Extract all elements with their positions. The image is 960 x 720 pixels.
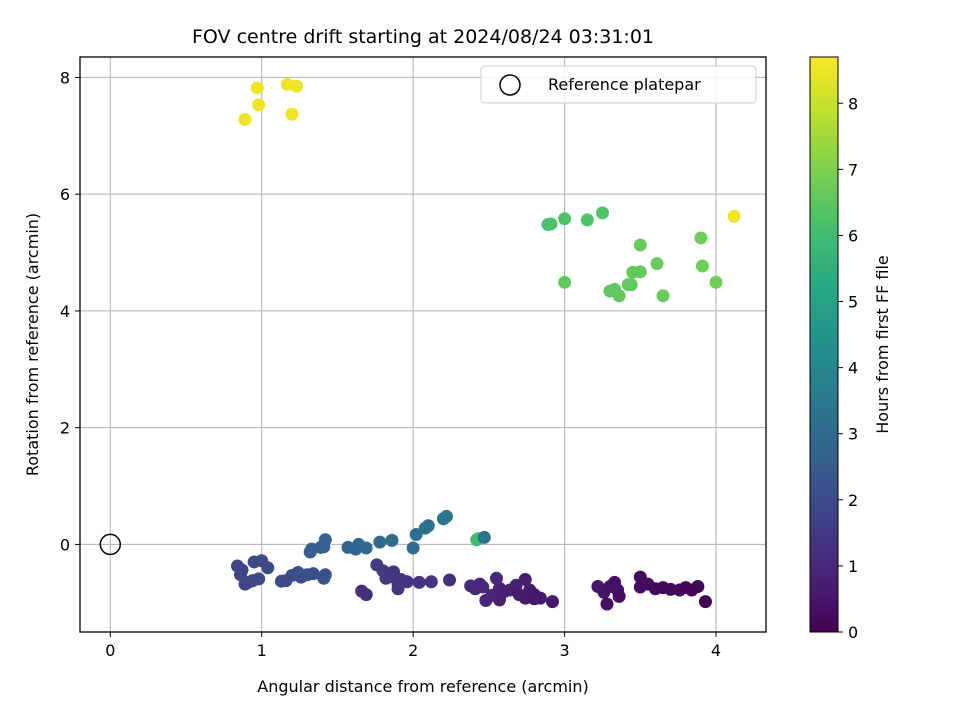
- data-point: [544, 217, 558, 231]
- colorbar-tick-label: 7: [848, 160, 858, 179]
- data-point: [412, 575, 426, 589]
- data-point: [624, 278, 638, 292]
- y-axis-label: Rotation from reference (arcmin): [23, 213, 42, 476]
- legend: Reference platepar: [480, 65, 757, 104]
- colorbar-tick-label: 3: [848, 425, 858, 444]
- data-point: [274, 574, 288, 588]
- data-point: [341, 540, 355, 554]
- colorbar: 0 1 2 3 4 5 6 7 8: [809, 56, 858, 642]
- x-tick-label: 3: [559, 641, 569, 660]
- data-point: [527, 592, 541, 606]
- data-point: [400, 575, 414, 589]
- data-point: [595, 206, 609, 220]
- data-point: [285, 107, 299, 121]
- x-tick-label: 1: [257, 641, 267, 660]
- colorbar-tick-label: 6: [848, 226, 858, 245]
- data-point: [545, 595, 559, 609]
- y-axis-ticks: 0 2 4 6 8: [60, 68, 80, 554]
- y-tick-label: 2: [60, 419, 70, 438]
- data-point: [489, 571, 503, 585]
- data-point: [418, 521, 432, 535]
- data-point: [694, 231, 708, 245]
- data-point: [391, 582, 405, 596]
- data-point: [238, 112, 252, 126]
- colorbar-label: Hours from first FF file: [873, 255, 892, 434]
- colorbar-tick-label: 8: [848, 94, 858, 113]
- data-point: [709, 275, 723, 289]
- data-point: [373, 535, 387, 549]
- legend-marker: [499, 74, 521, 96]
- colorbar-tick-label: 5: [848, 293, 858, 312]
- data-point: [600, 597, 614, 611]
- plot-frame: [79, 56, 767, 633]
- x-axis-ticks: 0 1 2 3 4: [105, 632, 721, 660]
- data-point: [406, 541, 420, 555]
- data-point: [727, 209, 741, 223]
- data-point: [247, 555, 261, 569]
- x-tick-label: 4: [711, 641, 721, 660]
- data-point: [252, 98, 266, 112]
- colorbar-gradient: [809, 56, 839, 633]
- data-point: [558, 212, 572, 226]
- data-point: [477, 530, 491, 544]
- data-point: [518, 572, 532, 586]
- grid: [80, 57, 766, 632]
- data-point: [650, 257, 664, 271]
- data-point: [492, 593, 506, 607]
- data-point: [250, 81, 264, 95]
- colorbar-tick-label: 4: [848, 359, 858, 378]
- data-point: [691, 579, 705, 593]
- legend-box: [480, 65, 757, 104]
- x-tick-label: 2: [408, 641, 418, 660]
- data-point: [230, 559, 244, 573]
- data-point: [558, 275, 572, 289]
- chart-title: FOV centre drift starting at 2024/08/24 …: [192, 26, 654, 48]
- data-point: [317, 571, 331, 585]
- data-point: [695, 259, 709, 273]
- colorbar-tick-label: 2: [848, 491, 858, 510]
- data-point: [439, 509, 453, 523]
- colorbar-tick-label: 1: [848, 557, 858, 576]
- legend-label: Reference platepar: [548, 75, 701, 94]
- data-point: [656, 289, 670, 303]
- data-points: [99, 77, 741, 611]
- reference-point-marker: [99, 533, 122, 556]
- data-point: [409, 528, 423, 542]
- y-tick-label: 4: [60, 302, 70, 321]
- data-point: [476, 580, 490, 594]
- data-point: [290, 79, 304, 93]
- data-point: [385, 533, 399, 547]
- y-tick-label: 0: [60, 535, 70, 554]
- data-point: [612, 589, 626, 603]
- data-point: [633, 265, 647, 279]
- y-tick-label: 8: [60, 68, 70, 87]
- data-point: [698, 595, 712, 609]
- data-point: [443, 573, 457, 587]
- data-point: [359, 588, 373, 602]
- data-point: [580, 213, 594, 227]
- x-tick-label: 0: [105, 641, 115, 660]
- data-point: [633, 238, 647, 252]
- data-point: [612, 289, 626, 303]
- y-tick-label: 6: [60, 185, 70, 204]
- x-axis-label: Angular distance from reference (arcmin): [257, 677, 588, 696]
- data-point: [303, 545, 317, 559]
- colorbar-tick-label: 0: [848, 623, 858, 642]
- data-point: [424, 575, 438, 589]
